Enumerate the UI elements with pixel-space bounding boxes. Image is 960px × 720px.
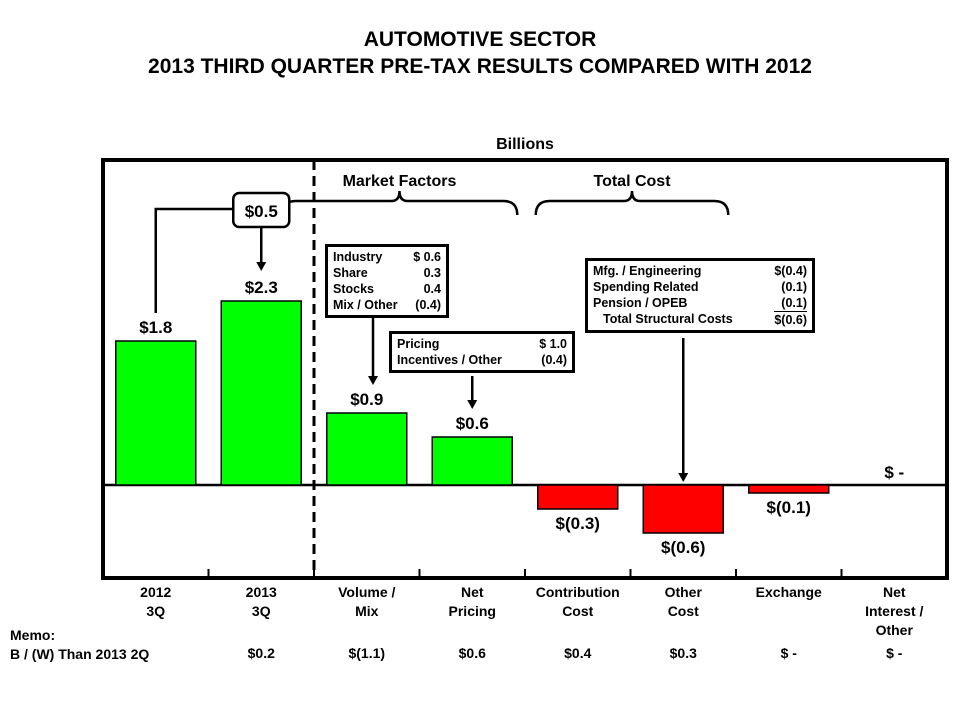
net-pricing-arrow-head bbox=[467, 400, 478, 409]
bar-data-label: $ - bbox=[884, 463, 904, 482]
total-cost-label: Total Cost bbox=[593, 173, 671, 190]
category-label: 2013 3Q bbox=[206, 583, 316, 621]
annotation-value: $ 0.6 bbox=[413, 250, 441, 264]
annotation-label: Mfg. / Engineering bbox=[593, 264, 702, 278]
bar-data-label: $0.6 bbox=[456, 414, 489, 433]
category-label: Exchange bbox=[734, 583, 844, 602]
chart-subtitle: 2013 THIRD QUARTER PRE-TAX RESULTS COMPA… bbox=[148, 55, 812, 78]
annotation-row: Total Structural Costs $(0.6) bbox=[593, 311, 807, 328]
annotation-label: Pension / OPEB bbox=[593, 296, 688, 310]
annotation-label: Mix / Other bbox=[333, 298, 398, 312]
other-cost-breakdown-box: Mfg. / Engineering $(0.4) Spending Related… bbox=[585, 258, 815, 333]
total-cost-brace bbox=[534, 190, 730, 216]
annotation-row: Spending Related (0.1) bbox=[593, 279, 807, 295]
annotation-value: $(0.6) bbox=[774, 311, 807, 327]
annotation-label: Total Structural Costs bbox=[603, 312, 733, 326]
category-label-line: Pricing bbox=[448, 603, 496, 619]
annotation-label: Spending Related bbox=[593, 280, 699, 294]
bar-data-label: $0.9 bbox=[350, 390, 383, 409]
category-label-line: 2012 bbox=[140, 584, 172, 600]
annotation-label: Industry bbox=[333, 250, 383, 264]
category-label-line: Cost bbox=[667, 603, 699, 619]
chart-title: AUTOMOTIVE SECTOR bbox=[363, 28, 597, 51]
category-label: Volume / Mix bbox=[312, 583, 422, 621]
bar-3 bbox=[431, 436, 513, 486]
annotation-value: 0.3 bbox=[423, 266, 441, 280]
bar-2 bbox=[326, 412, 408, 486]
annotation-value: (0.1) bbox=[781, 296, 807, 310]
category-label: Net Interest / Other bbox=[839, 583, 949, 640]
bar-0 bbox=[115, 340, 197, 486]
memo-value: $0.6 bbox=[458, 645, 486, 661]
bar-data-label: $2.3 bbox=[245, 278, 278, 297]
annotation-value: 0.4 bbox=[423, 282, 441, 296]
annotation-row: Incentives / Other (0.4) bbox=[397, 352, 567, 368]
change-arrow-head bbox=[256, 262, 267, 271]
annotation-value: $(0.4) bbox=[774, 264, 807, 278]
annotation-row: Industry $ 0.6 bbox=[333, 249, 441, 265]
annotation-label: Share bbox=[333, 266, 368, 280]
annotation-row: Pension / OPEB (0.1) bbox=[593, 295, 807, 311]
bar-5 bbox=[642, 484, 724, 534]
bar-data-label: $1.8 bbox=[139, 318, 172, 337]
memo-value: $0.4 bbox=[564, 645, 592, 661]
bar-data-label: $(0.3) bbox=[556, 514, 600, 533]
memo-value: $ - bbox=[780, 645, 797, 661]
change-callout-text: $0.5 bbox=[245, 202, 278, 221]
annotation-row: Pricing $ 1.0 bbox=[397, 336, 567, 352]
bar-data-label: $(0.6) bbox=[661, 538, 705, 557]
annotation-row: Stocks 0.4 bbox=[333, 281, 441, 297]
volume-mix-arrow-head bbox=[368, 376, 378, 385]
annotation-value: (0.4) bbox=[541, 353, 567, 367]
category-label-line: Exchange bbox=[755, 584, 822, 600]
market-factors-label: Market Factors bbox=[343, 173, 457, 190]
memo-label: Memo: bbox=[10, 627, 56, 643]
category-label-line: Cost bbox=[562, 603, 594, 619]
annotation-row: Share 0.3 bbox=[333, 265, 441, 281]
bar-1 bbox=[220, 300, 302, 486]
category-label: Net Pricing bbox=[417, 583, 527, 621]
category-label-line: Volume / bbox=[338, 584, 396, 600]
annotation-label: Pricing bbox=[397, 337, 440, 351]
net-pricing-breakdown-box: Pricing $ 1.0 Incentives / Other (0.4) bbox=[389, 331, 575, 373]
change-connector bbox=[154, 207, 237, 313]
category-label-line: Other bbox=[875, 622, 913, 638]
annotation-value: $ 1.0 bbox=[539, 337, 567, 351]
bar-data-label: $(0.1) bbox=[767, 498, 811, 517]
annotation-label: Stocks bbox=[333, 282, 374, 296]
other-cost-arrow-head bbox=[678, 473, 689, 482]
annotation-value: (0.1) bbox=[781, 280, 807, 294]
category-label-line: 3Q bbox=[146, 603, 166, 619]
memo-value: $0.2 bbox=[247, 645, 275, 661]
volume-mix-breakdown-box: Industry $ 0.6 Share 0.3 Stocks 0.4 Mix / Othe… bbox=[325, 244, 449, 318]
bar-6 bbox=[748, 484, 830, 494]
annotation-row: Mix / Other (0.4) bbox=[333, 297, 441, 313]
memo-value: $(1.1) bbox=[348, 645, 386, 661]
category-label-line: Net bbox=[882, 584, 906, 600]
memo-row-label: B / (W) Than 2013 2Q bbox=[10, 646, 150, 662]
category-label-line: 3Q bbox=[251, 603, 271, 619]
bar-4 bbox=[537, 484, 619, 510]
category-label-line: Net bbox=[460, 584, 484, 600]
annotation-value: (0.4) bbox=[415, 298, 441, 312]
market-factors-brace bbox=[280, 190, 519, 216]
category-label: Other Cost bbox=[628, 583, 738, 621]
category-label-line: Other bbox=[664, 584, 702, 600]
category-label-line: Mix bbox=[355, 603, 379, 619]
category-label-line: 2013 bbox=[245, 584, 277, 600]
category-label-line: Contribution bbox=[535, 584, 620, 600]
unit-label: Billions bbox=[496, 136, 554, 153]
category-label-line: Interest / bbox=[865, 603, 924, 619]
category-label: Contribution Cost bbox=[523, 583, 633, 621]
memo-value: $ - bbox=[886, 645, 903, 661]
category-label: 2012 3Q bbox=[101, 583, 211, 621]
annotation-label: Incentives / Other bbox=[397, 353, 502, 367]
annotation-row: Mfg. / Engineering $(0.4) bbox=[593, 263, 807, 279]
memo-value: $0.3 bbox=[669, 645, 697, 661]
